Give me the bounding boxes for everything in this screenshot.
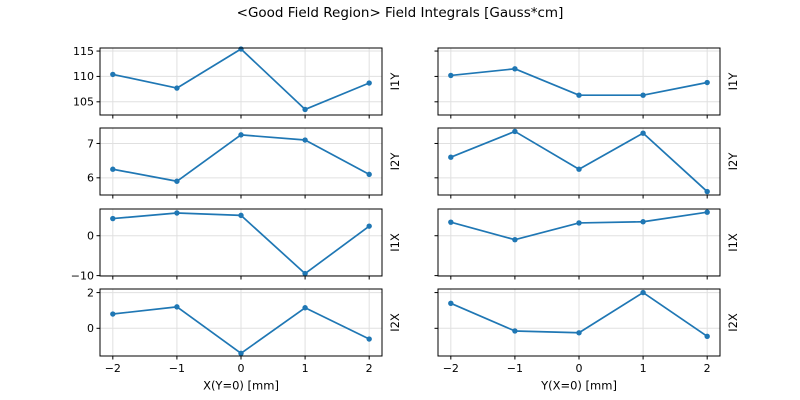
data-point: [448, 219, 454, 225]
row-label: I1X: [388, 233, 402, 252]
data-point: [110, 215, 116, 222]
x-axis-label: Y(X=0) [mm]: [540, 379, 617, 393]
subplot-I2X-vs-x: 0 2 −2 −1 0 1 2 X(Y=0) [mm] I2X: [87, 286, 402, 392]
y-tick-label: 115: [73, 45, 94, 58]
x-tick-label: 1: [640, 362, 647, 375]
x-tick-label: 2: [704, 362, 711, 375]
data-point: [512, 66, 518, 72]
data-point: [640, 219, 646, 225]
data-point: [366, 223, 372, 229]
x-tick-label: 2: [366, 362, 373, 375]
data-point: [238, 132, 244, 138]
y-tick-label: 7: [87, 137, 94, 150]
x-tick-label: −1: [507, 362, 523, 375]
data-point: [302, 106, 308, 113]
subplot-I2Y-vs-x: 6 7 I2Y: [87, 127, 402, 199]
data-point: [640, 92, 646, 98]
y-tick-label: 105: [73, 96, 94, 109]
row-label: I2X: [726, 313, 740, 332]
data-point: [174, 304, 180, 310]
y-tick-label: 0: [87, 230, 94, 243]
row-label: I1X: [726, 233, 740, 252]
x-tick-label: −1: [169, 362, 185, 375]
subplot-I1X-vs-y: I1X: [434, 208, 740, 280]
data-point: [576, 330, 582, 336]
data-point: [238, 350, 244, 357]
data-point: [174, 210, 180, 216]
row-label: I2Y: [388, 152, 402, 171]
data-point: [576, 166, 582, 172]
row-label: I1Y: [726, 72, 740, 91]
data-point: [302, 305, 308, 311]
x-tick-label: 1: [302, 362, 309, 375]
data-point: [576, 92, 582, 98]
data-point: [174, 85, 180, 91]
x-tick-label: 0: [576, 362, 583, 375]
data-point: [110, 71, 116, 78]
data-point: [640, 289, 646, 296]
data-point: [640, 130, 646, 136]
data-point: [302, 270, 308, 277]
data-point: [704, 79, 710, 86]
subplot-I1Y-vs-y: I1Y: [434, 47, 740, 119]
data-point: [110, 166, 116, 172]
subplot-I2X-vs-y: −2 −1 0 1 2 Y(X=0) [mm] I2X: [434, 288, 740, 393]
data-point: [448, 154, 454, 160]
data-point: [366, 80, 372, 86]
subplot-I1X-vs-x: −10 0 I1X: [71, 208, 402, 282]
row-label: I2X: [388, 313, 402, 332]
subplot-I2Y-vs-y: I2Y: [434, 127, 740, 199]
data-point: [704, 188, 710, 195]
row-label: I1Y: [388, 72, 402, 91]
data-point: [704, 333, 710, 340]
y-tick-label: 0: [87, 322, 94, 335]
data-point: [512, 237, 518, 243]
data-point: [512, 128, 518, 135]
data-point: [512, 328, 518, 334]
row-label: I2Y: [726, 152, 740, 171]
data-point: [366, 171, 372, 178]
y-tick-label: 6: [87, 172, 94, 185]
data-point: [302, 137, 308, 143]
x-axis-label: X(Y=0) [mm]: [203, 379, 279, 393]
subplot-I1Y-vs-x: 105 110 115 I1Y: [73, 45, 402, 119]
data-point: [448, 72, 454, 79]
data-point: [704, 209, 710, 215]
data-point: [576, 220, 582, 226]
x-tick-label: −2: [443, 362, 459, 375]
data-point: [238, 46, 244, 52]
y-tick-label: −10: [71, 269, 94, 282]
data-point: [448, 300, 454, 306]
data-point: [366, 336, 372, 342]
figure-title: <Good Field Region> Field Integrals [Gau…: [236, 5, 564, 21]
data-point: [110, 311, 116, 317]
x-tick-label: −2: [105, 362, 121, 375]
y-tick-label: 2: [87, 286, 94, 299]
data-point: [238, 212, 244, 219]
y-tick-label: 110: [73, 70, 94, 83]
x-tick-label: 0: [238, 362, 245, 375]
data-point: [174, 178, 180, 184]
